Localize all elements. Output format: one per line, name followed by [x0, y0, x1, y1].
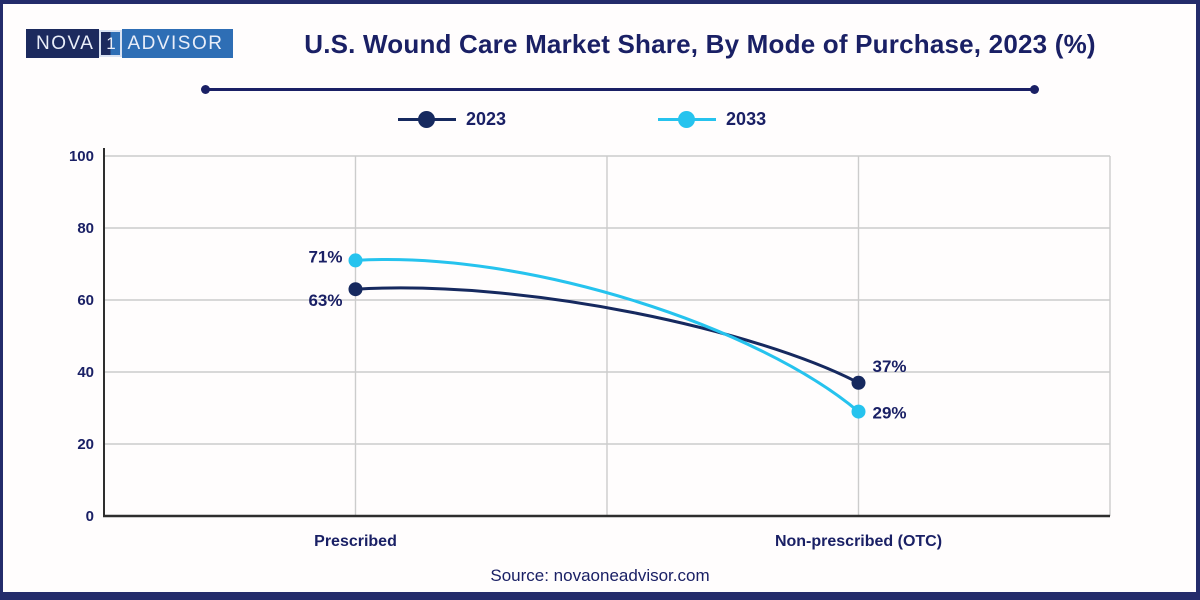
logo-badge-one: 1: [99, 30, 123, 57]
legend-marker-2023-icon: [398, 111, 456, 128]
header-divider: [201, 85, 1039, 94]
point-label-2033-0: 71%: [308, 247, 342, 266]
series-2033-point-1: [851, 404, 866, 419]
logo-text-advisor: ADVISOR: [122, 29, 234, 58]
border-bottom: [0, 592, 1200, 600]
legend-item-2033[interactable]: 2033: [658, 109, 766, 130]
border-top: [0, 0, 1200, 4]
series-2023-point-0: [348, 282, 363, 297]
point-label-2033-1: 29%: [873, 404, 907, 423]
y-tick-label-20: 20: [77, 436, 94, 453]
legend-label-2023: 2023: [466, 109, 507, 129]
x-category-label-1: Non-prescribed (OTC): [775, 533, 942, 550]
y-tick-label-0: 0: [86, 508, 94, 525]
series-2033-curve: [355, 258, 860, 413]
legend-label-2033: 2033: [726, 109, 767, 129]
border-left: [0, 0, 3, 600]
divider-dot-right-icon: [1030, 85, 1039, 94]
series-2023-point-1: [851, 375, 866, 390]
y-tick-label-40: 40: [77, 364, 94, 381]
y-tick-label-80: 80: [77, 220, 94, 237]
source-text: Source: novaoneadvisor.com: [490, 566, 710, 585]
point-label-2023-1: 37%: [873, 357, 907, 376]
point-label-2023-0: 63%: [308, 291, 342, 310]
chart-legend: 2023 2033: [398, 109, 766, 130]
legend-marker-2033-icon: [658, 111, 717, 128]
legend-item-2023[interactable]: 2023: [398, 109, 506, 130]
y-tick-label-100: 100: [69, 148, 94, 165]
series-2033-point-0: [348, 253, 363, 268]
border-right: [1196, 0, 1200, 600]
series-2023-curve: [355, 286, 860, 385]
chart-title: U.S. Wound Care Market Share, By Mode of…: [304, 29, 1096, 59]
y-tick-label-60: 60: [77, 292, 94, 309]
nova-advisor-logo: NOVA 1 ADVISOR: [26, 29, 234, 58]
logo-text-nova: NOVA: [26, 29, 100, 58]
x-category-label-0: Prescribed: [314, 533, 397, 550]
divider-dot-left-icon: [201, 85, 210, 94]
